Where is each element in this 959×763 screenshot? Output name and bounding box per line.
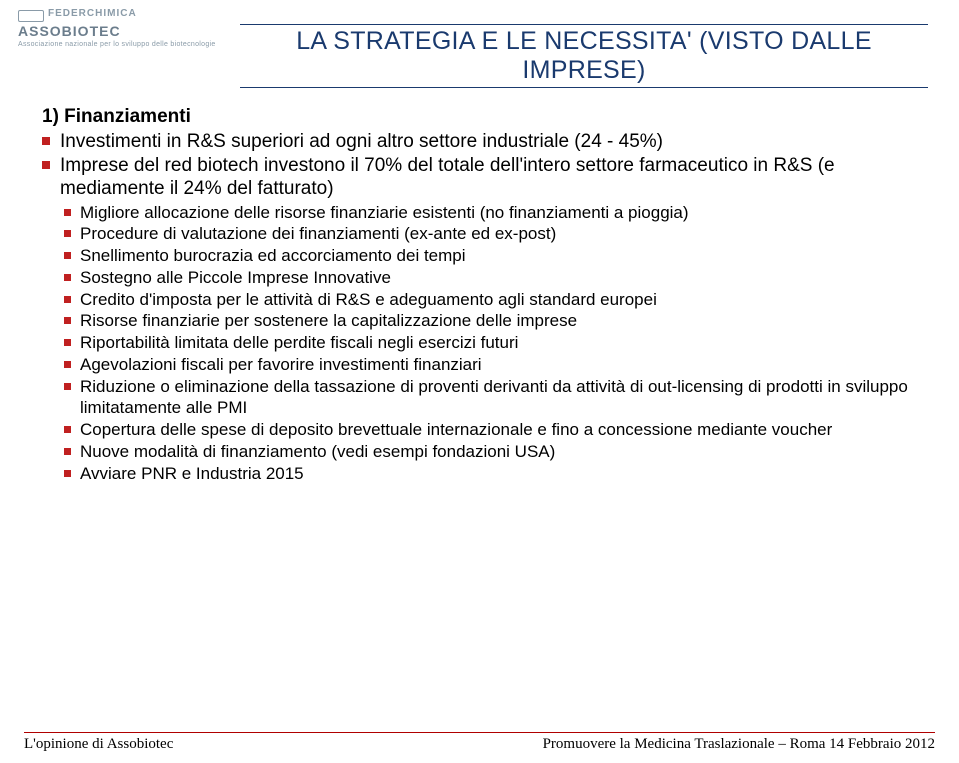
logo-federchimica: FEDERCHIMICA (18, 8, 228, 19)
bullet-l2: Sostegno alle Piccole Imprese Innovative (64, 267, 929, 289)
bullet-l2: Nuove modalità di finanziamento (vedi es… (64, 441, 929, 463)
footer-right: Promuovere la Medicina Traslazionale – R… (543, 736, 935, 753)
bullet-l2: Risorse finanziarie per sostenere la cap… (64, 310, 929, 332)
bullet-l2: Procedure di valutazione dei finanziamen… (64, 223, 929, 245)
bullet-l2: Riduzione o eliminazione della tassazion… (64, 376, 929, 420)
bullet-l1: Imprese del red biotech investono il 70%… (42, 154, 929, 200)
logo-assobiotec: ASSOBIOTEC (18, 23, 228, 39)
bullet-l2: Riportabilità limitata delle perdite fis… (64, 332, 929, 354)
bullet-l2: Credito d'imposta per le attività di R&S… (64, 289, 929, 311)
bullet-l2: Agevolazioni fiscali per favorire invest… (64, 354, 929, 376)
bullet-l2: Avviare PNR e Industria 2015 (64, 463, 929, 485)
slide-title-bar: LA STRATEGIA E LE NECESSITA' (VISTO DALL… (240, 24, 928, 88)
bullet-l2: Snellimento burocrazia ed accorciamento … (64, 245, 929, 267)
logo-block: FEDERCHIMICA ASSOBIOTEC Associazione naz… (18, 8, 228, 78)
bullet-l2: Migliore allocazione delle risorse finan… (64, 202, 929, 224)
content-area: 1) Finanziamenti Investimenti in R&S sup… (42, 106, 929, 484)
bullet-l2: Copertura delle spese di deposito brevet… (64, 419, 929, 441)
logo-tagline: Associazione nazionale per lo sviluppo d… (18, 41, 228, 48)
footer-left: L'opinione di Assobiotec (24, 736, 173, 752)
bullet-l1: Investimenti in R&S superiori ad ogni al… (42, 130, 929, 153)
section-heading: 1) Finanziamenti (42, 106, 929, 128)
footer: L'opinione di Assobiotec Promuovere la M… (24, 732, 935, 753)
slide-title: LA STRATEGIA E LE NECESSITA' (VISTO DALL… (240, 27, 928, 85)
